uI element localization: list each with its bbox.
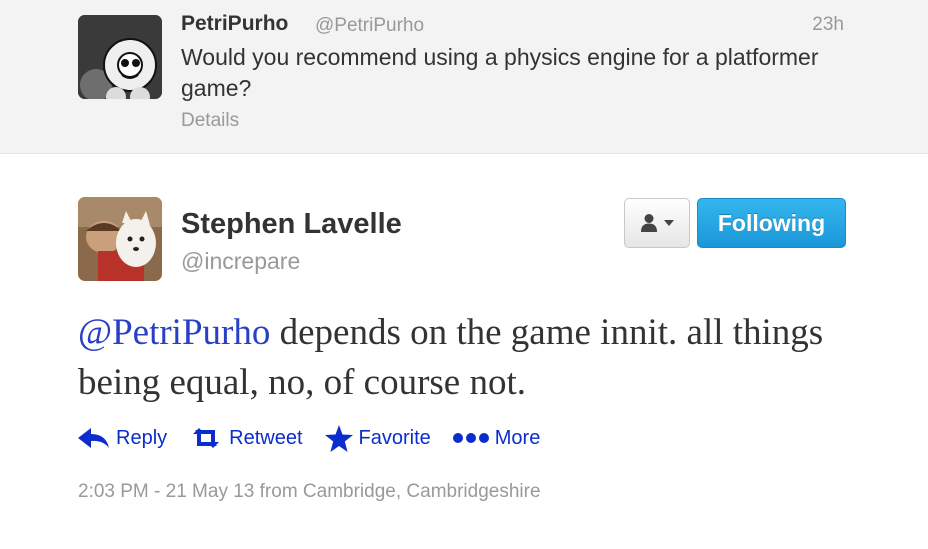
tweet-actions: Reply Retweet Favorite More: [78, 424, 562, 452]
parent-avatar-image: [78, 15, 162, 99]
following-button[interactable]: Following: [697, 198, 846, 248]
star-icon: [324, 424, 353, 452]
retweet-label: Retweet: [229, 426, 303, 449]
favorite-button[interactable]: Favorite: [324, 424, 431, 452]
reply-button[interactable]: Reply: [78, 427, 167, 450]
parent-timestamp[interactable]: 23h: [812, 14, 844, 35]
tweet-body-text: depends on the game innit. all things be…: [78, 312, 824, 403]
retweet-icon: [193, 428, 220, 448]
retweet-button[interactable]: Retweet: [189, 426, 303, 450]
parent-author-handle[interactable]: @PetriPurho: [315, 15, 425, 36]
tweet-text: @PetriPurho depends on the game innit. a…: [78, 308, 868, 408]
author-handle[interactable]: @increpare: [181, 248, 301, 274]
favorite-label: Favorite: [358, 426, 431, 449]
parent-author-name[interactable]: PetriPurho: [181, 12, 289, 35]
user-actions-dropdown[interactable]: [624, 198, 690, 248]
author-avatar-image: [78, 197, 162, 281]
more-label: More: [494, 426, 541, 449]
person-icon: [641, 214, 657, 232]
reply-label: Reply: [116, 426, 168, 449]
parent-tweet[interactable]: PetriPurho @PetriPurho 23h Would you rec…: [0, 0, 928, 154]
parent-tweet-text: Would you recommend using a physics engi…: [181, 44, 819, 101]
mention-link[interactable]: @PetriPurho: [78, 312, 271, 353]
author-avatar[interactable]: [78, 197, 162, 281]
author-name[interactable]: Stephen Lavelle: [181, 208, 402, 240]
parent-avatar[interactable]: [78, 15, 162, 99]
details-link[interactable]: Details: [181, 110, 240, 131]
caret-down-icon: [664, 220, 674, 226]
dots-icon: [452, 433, 489, 443]
more-button[interactable]: More: [452, 426, 541, 450]
reply-arrow-icon: [78, 428, 109, 448]
tweet-timestamp-location[interactable]: 2:03 PM - 21 May 13 from Cambridge, Camb…: [78, 481, 541, 502]
